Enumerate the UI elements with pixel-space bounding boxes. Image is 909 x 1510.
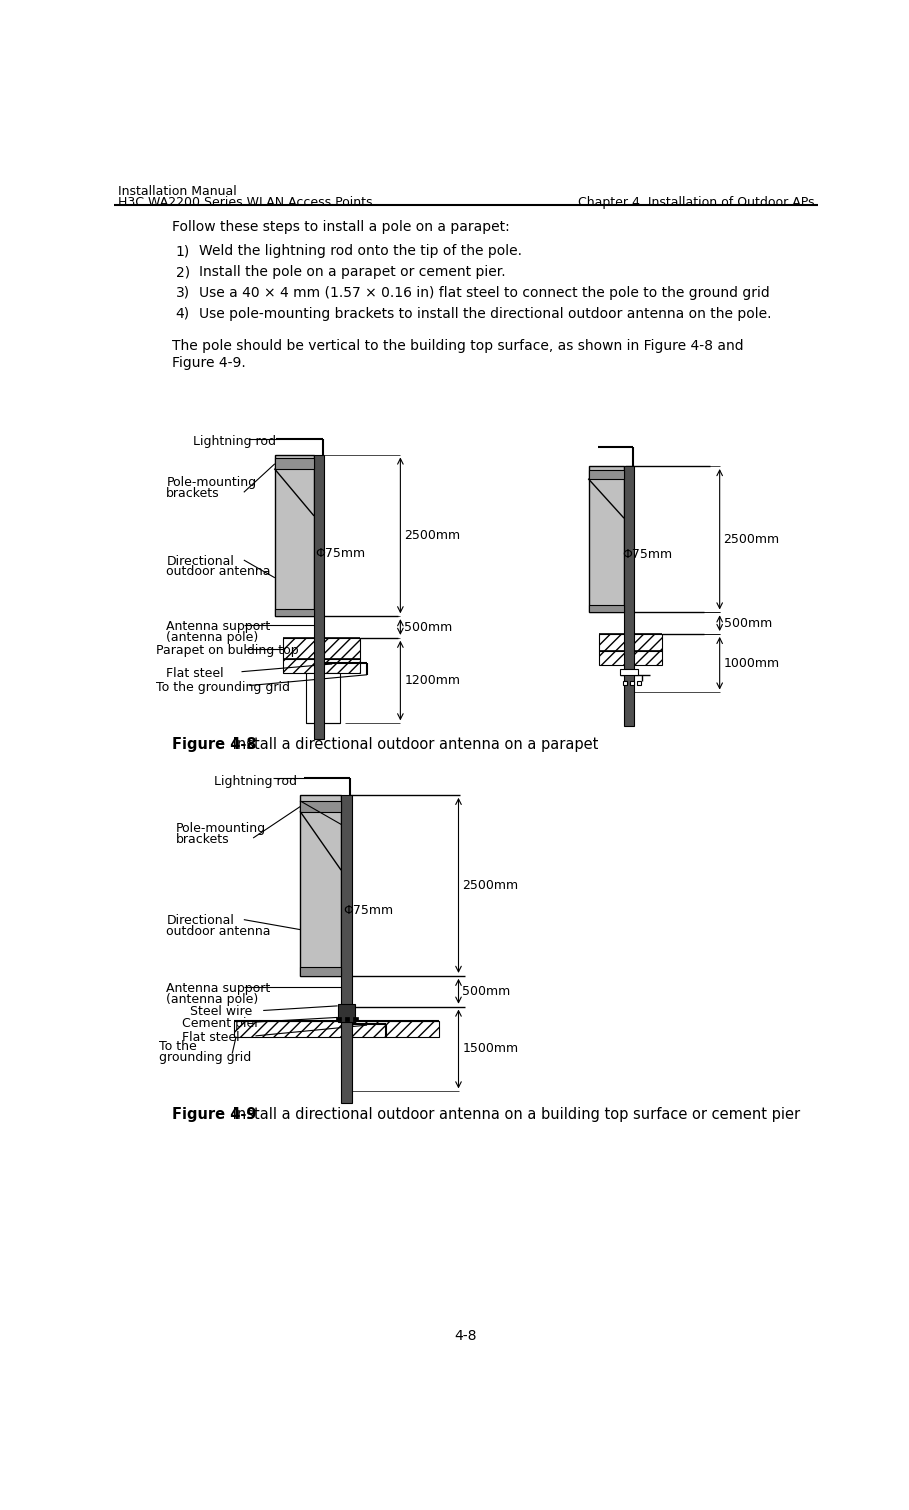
Bar bbox=[620, 669, 638, 675]
Bar bbox=[341, 794, 352, 1102]
Text: Lightning rod: Lightning rod bbox=[193, 435, 275, 448]
Text: Weld the lightning rod onto the tip of the pole.: Weld the lightning rod onto the tip of t… bbox=[199, 245, 522, 258]
Text: Use a 40 × 4 mm (1.57 × 0.16 in) flat steel to connect the pole to the ground gr: Use a 40 × 4 mm (1.57 × 0.16 in) flat st… bbox=[199, 285, 770, 300]
Bar bbox=[589, 470, 624, 479]
Text: 4-8: 4-8 bbox=[454, 1329, 476, 1342]
Text: Φ75mm: Φ75mm bbox=[343, 904, 394, 917]
Bar bbox=[336, 1016, 341, 1021]
Text: Φ75mm: Φ75mm bbox=[315, 547, 365, 560]
Bar bbox=[589, 604, 624, 613]
Text: Install a directional outdoor antenna on a parapet: Install a directional outdoor antenna on… bbox=[227, 737, 598, 752]
Text: 1): 1) bbox=[175, 245, 190, 258]
Text: Directional: Directional bbox=[166, 914, 235, 927]
Text: 3): 3) bbox=[175, 285, 190, 300]
Text: Follow these steps to install a pole on a parapet:: Follow these steps to install a pole on … bbox=[172, 219, 510, 234]
Text: 500mm: 500mm bbox=[405, 621, 453, 634]
Text: The pole should be vertical to the building top surface, as shown in Figure 4-8 : The pole should be vertical to the build… bbox=[172, 340, 744, 353]
Bar bbox=[623, 681, 626, 684]
Bar bbox=[275, 455, 314, 616]
Text: Parapet on bulding top: Parapet on bulding top bbox=[156, 643, 299, 657]
Text: outdoor antenna: outdoor antenna bbox=[166, 565, 271, 578]
Text: 500mm: 500mm bbox=[463, 985, 511, 998]
Text: Directional: Directional bbox=[166, 554, 235, 568]
Bar bbox=[275, 609, 314, 616]
Bar bbox=[300, 800, 341, 812]
Bar bbox=[283, 660, 360, 673]
Bar bbox=[234, 1021, 439, 1037]
Text: Install the pole on a parapet or cement pier.: Install the pole on a parapet or cement … bbox=[199, 266, 505, 279]
Text: Flat steel: Flat steel bbox=[182, 1030, 239, 1043]
Bar bbox=[275, 459, 314, 470]
Text: 2500mm: 2500mm bbox=[724, 533, 780, 545]
Text: Steel wire: Steel wire bbox=[190, 1006, 252, 1018]
Text: brackets: brackets bbox=[175, 832, 229, 846]
Bar bbox=[300, 966, 341, 975]
Bar bbox=[624, 467, 634, 726]
Bar bbox=[305, 673, 340, 723]
Bar bbox=[353, 1016, 358, 1021]
Bar bbox=[314, 455, 325, 738]
Text: 2): 2) bbox=[175, 266, 190, 279]
Text: 2500mm: 2500mm bbox=[463, 879, 518, 892]
Text: Chapter 4  Installation of Outdoor APs: Chapter 4 Installation of Outdoor APs bbox=[578, 196, 814, 208]
Bar bbox=[345, 1016, 349, 1021]
Text: Pole-mounting: Pole-mounting bbox=[175, 821, 265, 835]
Text: Lightning rod: Lightning rod bbox=[215, 775, 297, 788]
Text: 1000mm: 1000mm bbox=[724, 657, 780, 670]
Bar bbox=[283, 637, 360, 660]
Text: Figure 4-9.: Figure 4-9. bbox=[172, 356, 245, 370]
Text: Cement pier: Cement pier bbox=[182, 1016, 259, 1030]
Bar bbox=[599, 651, 663, 664]
Text: Antenna support: Antenna support bbox=[166, 621, 271, 633]
Text: brackets: brackets bbox=[166, 486, 220, 500]
Text: 2500mm: 2500mm bbox=[405, 528, 460, 542]
Bar bbox=[630, 681, 634, 684]
Text: Install a directional outdoor antenna on a building top surface or cement pier: Install a directional outdoor antenna on… bbox=[227, 1107, 800, 1122]
Text: 500mm: 500mm bbox=[724, 616, 772, 630]
Text: outdoor antenna: outdoor antenna bbox=[166, 926, 271, 938]
Text: 1500mm: 1500mm bbox=[463, 1042, 518, 1055]
Text: Figure 4-8: Figure 4-8 bbox=[172, 737, 256, 752]
Text: grounding grid: grounding grid bbox=[158, 1051, 251, 1063]
Bar bbox=[589, 467, 624, 613]
Text: To the grounding grid: To the grounding grid bbox=[156, 681, 290, 695]
Text: Figure 4-9: Figure 4-9 bbox=[172, 1107, 256, 1122]
Text: 1200mm: 1200mm bbox=[405, 673, 460, 687]
Text: (antenna pole): (antenna pole) bbox=[166, 631, 258, 643]
Text: Φ75mm: Φ75mm bbox=[622, 548, 672, 562]
Text: Installation Manual: Installation Manual bbox=[117, 186, 236, 198]
Bar bbox=[337, 1004, 355, 1022]
Text: Use pole-mounting brackets to install the directional outdoor antenna on the pol: Use pole-mounting brackets to install th… bbox=[199, 307, 772, 320]
Text: (antenna pole): (antenna pole) bbox=[166, 992, 258, 1006]
Text: Antenna support: Antenna support bbox=[166, 982, 271, 995]
Bar bbox=[300, 794, 341, 975]
Text: 4): 4) bbox=[175, 307, 190, 320]
Text: To the: To the bbox=[158, 1040, 196, 1052]
Text: Flat steel: Flat steel bbox=[166, 667, 224, 680]
Bar bbox=[599, 634, 663, 651]
Text: Pole-mounting: Pole-mounting bbox=[166, 476, 256, 489]
Bar bbox=[636, 681, 641, 684]
Text: H3C WA2200 Series WLAN Access Points: H3C WA2200 Series WLAN Access Points bbox=[117, 196, 372, 208]
